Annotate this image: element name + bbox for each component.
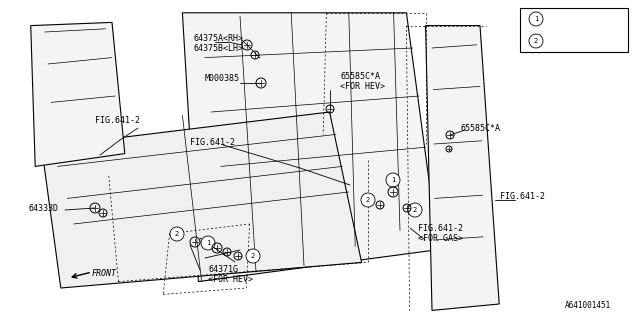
Circle shape bbox=[408, 203, 422, 217]
Text: 64371G: 64371G bbox=[208, 266, 238, 275]
Text: FIG.641-2: FIG.641-2 bbox=[190, 138, 235, 147]
Text: M000412: M000412 bbox=[558, 36, 593, 45]
Text: FIG.641-2: FIG.641-2 bbox=[500, 191, 545, 201]
Circle shape bbox=[361, 193, 375, 207]
Polygon shape bbox=[426, 26, 499, 310]
Circle shape bbox=[529, 34, 543, 48]
Polygon shape bbox=[42, 112, 362, 288]
Text: 1: 1 bbox=[206, 240, 210, 246]
Text: 2: 2 bbox=[175, 231, 179, 237]
Text: FIG.641-2: FIG.641-2 bbox=[95, 116, 140, 124]
Text: M000385: M000385 bbox=[205, 74, 240, 83]
Text: 2: 2 bbox=[413, 207, 417, 213]
Text: 2: 2 bbox=[366, 197, 370, 203]
Text: <FOR HEV>: <FOR HEV> bbox=[340, 82, 385, 91]
Text: 65585C*A: 65585C*A bbox=[460, 124, 500, 132]
Circle shape bbox=[246, 249, 260, 263]
Text: N370048: N370048 bbox=[558, 14, 593, 23]
Text: 65585C*A: 65585C*A bbox=[340, 71, 380, 81]
Text: <FOR HEV>: <FOR HEV> bbox=[208, 276, 253, 284]
Text: 1: 1 bbox=[534, 16, 538, 22]
Text: FRONT: FRONT bbox=[92, 268, 117, 277]
Text: 64375B<LH>: 64375B<LH> bbox=[193, 44, 243, 52]
Bar bbox=[520, 8, 628, 52]
Text: 64375A<RH>: 64375A<RH> bbox=[193, 34, 243, 43]
Polygon shape bbox=[182, 13, 438, 282]
Text: 64333D: 64333D bbox=[28, 204, 58, 212]
Text: FIG.641-2: FIG.641-2 bbox=[418, 223, 463, 233]
Text: 2: 2 bbox=[251, 253, 255, 259]
Circle shape bbox=[170, 227, 184, 241]
Circle shape bbox=[201, 236, 215, 250]
Text: <FOR GAS>: <FOR GAS> bbox=[418, 234, 463, 243]
Circle shape bbox=[529, 12, 543, 26]
Text: A641001451: A641001451 bbox=[565, 301, 611, 310]
Text: 1: 1 bbox=[391, 177, 395, 183]
Circle shape bbox=[386, 173, 400, 187]
Polygon shape bbox=[31, 22, 125, 166]
Text: 2: 2 bbox=[534, 38, 538, 44]
